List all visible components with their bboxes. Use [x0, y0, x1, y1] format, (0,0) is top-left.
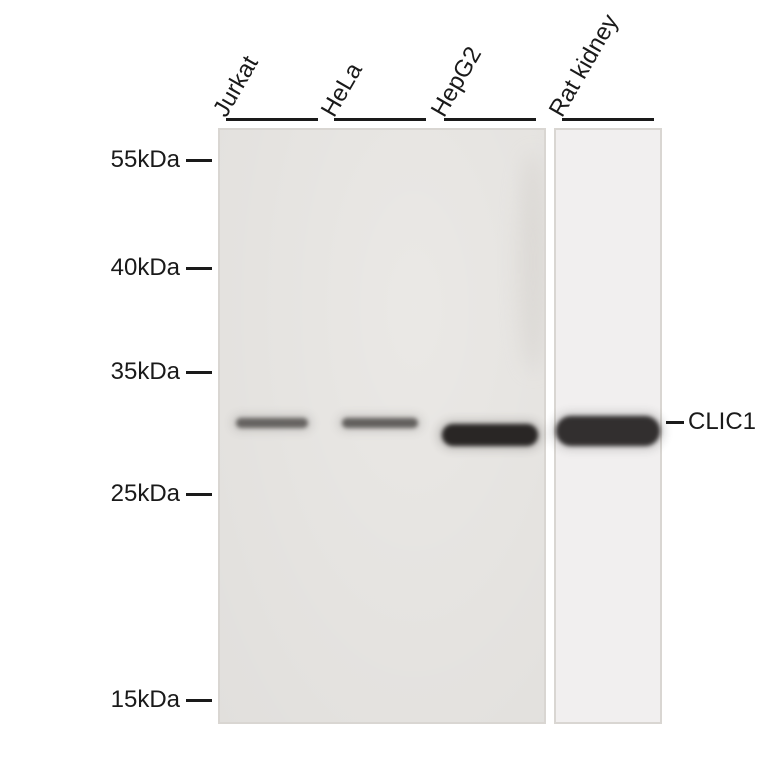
mw-tick: [186, 493, 212, 496]
mw-label: 35kDa: [111, 358, 180, 386]
lane-underline: [444, 118, 536, 121]
lane-underline: [562, 118, 654, 121]
mw-tick: [186, 371, 212, 374]
blot-figure: 55kDa 40kDa 35kDa 25kDa 15kDa Jurkat HeLa HepG…: [0, 0, 764, 764]
lane-underline: [334, 118, 426, 121]
lane-label: Jurkat: [208, 51, 265, 122]
mw-label: 25kDa: [111, 480, 180, 508]
mw-label: 15kDa: [111, 686, 180, 714]
protein-band-halo: [338, 415, 422, 431]
mw-label: 55kDa: [111, 146, 180, 174]
target-tick: [666, 421, 684, 424]
lane-underline: [226, 118, 318, 121]
lane-label: HeLa: [316, 58, 369, 122]
mw-label: 40kDa: [111, 254, 180, 282]
protein-band-halo: [552, 413, 664, 449]
mw-tick: [186, 267, 212, 270]
blot-smudge: [518, 152, 546, 372]
protein-band-halo: [438, 421, 542, 449]
target-label: CLIC1: [688, 408, 756, 436]
lane-label: HepG2: [426, 42, 488, 122]
mw-tick: [186, 159, 212, 162]
protein-band-halo: [232, 415, 312, 431]
mw-tick: [186, 699, 212, 702]
lane-label: Rat kidney: [544, 10, 625, 122]
